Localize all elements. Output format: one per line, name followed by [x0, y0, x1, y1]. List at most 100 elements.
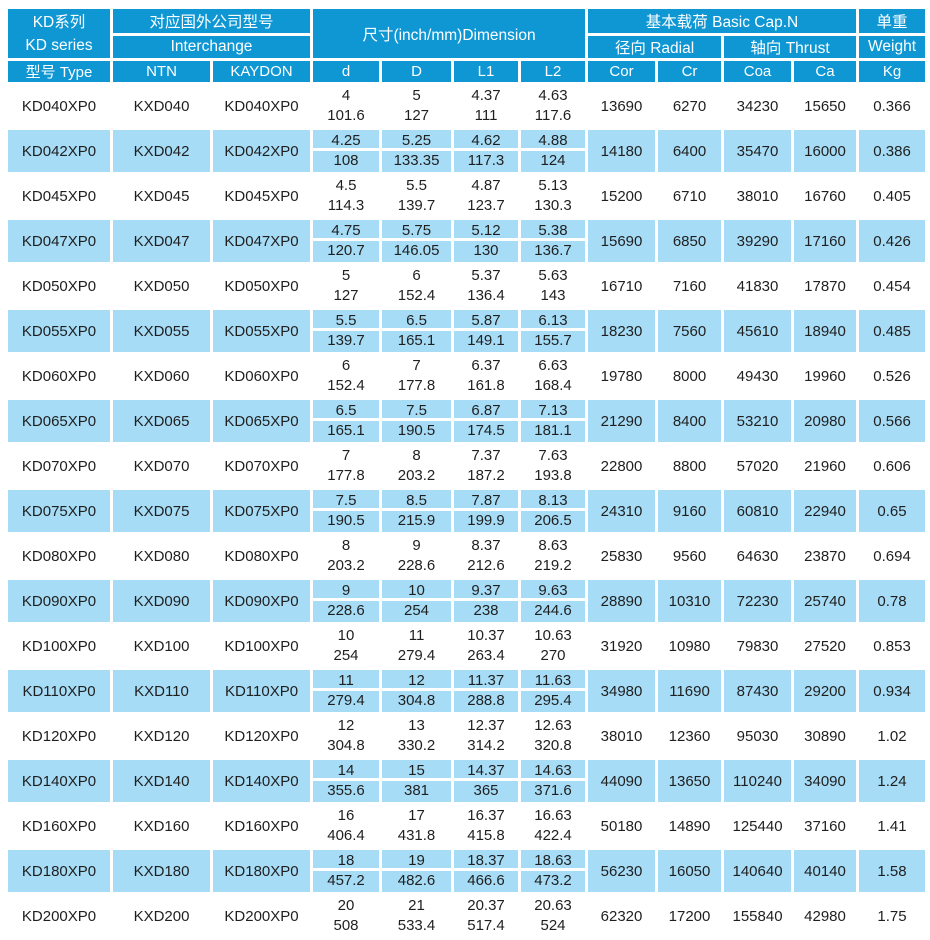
cell-ntn: KXD110: [110, 667, 213, 715]
col-header-type: 型号 Type: [5, 58, 113, 85]
dimension-pair: 7.5 190.5: [314, 492, 378, 531]
dim-inch-value: 5: [412, 87, 421, 104]
cell-dim-L2: 9.63 244.6: [518, 577, 589, 625]
dim-mm-value: 314.2: [467, 737, 505, 754]
cell-dim-D: 7 177.8: [379, 352, 455, 400]
cell-dim-L2: 14.63 371.6: [518, 757, 589, 805]
cell-ca: 17870: [791, 262, 860, 310]
cell-ca: 29200: [791, 667, 860, 715]
cell-model: KD080XP0: [5, 532, 113, 580]
cell-dim-d: 7.5 190.5: [310, 487, 383, 535]
dim-inch-value: 8.5: [383, 492, 450, 511]
cell-ca: 21960: [791, 442, 860, 490]
dim-mm-value: 165.1: [397, 332, 436, 349]
cell-cor: 56230: [585, 847, 659, 895]
dimension-pair: 6.5 165.1: [383, 312, 450, 351]
dimension-pair: 17 431.8: [384, 807, 450, 846]
table-row: KD060XP0 KXD060 KD060XP0 6 152.4 7 177.8 6.37 16…: [5, 352, 929, 400]
table-row: KD090XP0 KXD090 KD090XP0 9 228.6 10 254 9.37 238…: [5, 577, 929, 625]
dim-mm-value: 114.3: [327, 197, 365, 214]
dimension-pair: 5.87 149.1: [455, 312, 517, 351]
cell-dim-L1: 6.87 174.5: [451, 397, 522, 445]
dim-inch-value: 4.88: [522, 132, 584, 151]
dimension-pair: 12.37 314.2: [456, 717, 517, 756]
dim-inch-value: 5.75: [383, 222, 450, 241]
cell-cr: 6400: [655, 127, 725, 175]
dim-mm-value: 146.05: [393, 242, 440, 259]
dim-inch-value: 7.5: [383, 402, 450, 421]
dim-mm-value: 288.8: [467, 692, 505, 709]
dim-inch-value: 8.13: [522, 492, 584, 511]
cell-dim-D: 5.25 133.35: [379, 127, 455, 175]
cell-dim-L1: 7.37 187.2: [451, 442, 522, 490]
dim-mm-value: 117.3: [467, 152, 505, 169]
dimension-pair: 5.37 136.4: [456, 267, 517, 306]
cell-cor: 31920: [585, 622, 659, 670]
cell-coa: 49430: [721, 352, 795, 400]
cell-cr: 7160: [655, 262, 725, 310]
cell-ca: 22940: [791, 487, 860, 535]
dim-mm-value: 190.5: [327, 512, 365, 529]
cell-cr: 10980: [655, 622, 725, 670]
cell-dim-D: 10 254: [379, 577, 455, 625]
header-dimension-title: 尺寸(inch/mm)Dimension: [310, 6, 589, 61]
cell-dim-L2: 5.63 143: [518, 262, 589, 310]
dimension-pair: 4 101.6: [315, 87, 378, 126]
cell-dim-d: 20 508: [310, 892, 383, 940]
cell-dim-L2: 12.63 320.8: [518, 712, 589, 760]
dimension-pair: 8.13 206.5: [522, 492, 584, 531]
cell-coa: 95030: [721, 712, 795, 760]
cell-kaydon: KD075XP0: [209, 487, 314, 535]
cell-kg: 1.24: [856, 757, 929, 805]
cell-kg: 0.65: [856, 487, 929, 535]
dim-mm-value: 381: [404, 782, 430, 799]
dimension-pair: 12 304.8: [315, 717, 378, 756]
table-row: KD047XP0 KXD047 KD047XP0 4.75 120.7 5.75 146.0…: [5, 217, 929, 265]
cell-model: KD090XP0: [5, 577, 113, 625]
cell-ntn: KXD070: [110, 442, 213, 490]
cell-dim-d: 18 457.2: [310, 847, 383, 895]
cell-coa: 79830: [721, 622, 795, 670]
dimension-pair: 8 203.2: [315, 537, 378, 576]
cell-dim-d: 4.25 108: [310, 127, 383, 175]
dim-inch-value: 17: [408, 807, 425, 824]
dim-mm-value: 177.8: [327, 467, 365, 484]
header-row-1: KD系列 KD series 对应国外公司型号 尺寸(inch/mm)Dimen…: [5, 6, 929, 61]
dimension-pair: 15 381: [383, 762, 450, 801]
cell-ntn: KXD180: [110, 847, 213, 895]
cell-coa: 41830: [721, 262, 795, 310]
dim-mm-value: 108: [333, 152, 359, 169]
cell-kaydon: KD050XP0: [209, 262, 314, 310]
cell-dim-L2: 20.63 524: [518, 892, 589, 940]
dim-inch-value: 9: [412, 537, 421, 554]
cell-cr: 8400: [655, 397, 725, 445]
table-body: KD040XP0 KXD040 KD040XP0 4 101.6 5 127 4.37 111 4…: [5, 82, 929, 940]
cell-dim-L2: 4.63 117.6: [518, 82, 589, 130]
dim-mm-value: 193.8: [534, 467, 572, 484]
cell-kg: 0.606: [856, 442, 929, 490]
bearing-spec-table: KD系列 KD series 对应国外公司型号 尺寸(inch/mm)Dimen…: [5, 6, 929, 940]
table-row: KD045XP0 KXD045 KD045XP0 4.5 114.3 5.5 139.7 4.…: [5, 172, 929, 220]
dimension-pair: 7 177.8: [315, 447, 378, 486]
dim-inch-value: 10: [337, 627, 355, 644]
dim-inch-value: 4.5: [335, 177, 357, 194]
cell-ca: 42980: [791, 892, 860, 940]
dimension-pair: 14.63 371.6: [522, 762, 584, 801]
cell-dim-L1: 5.37 136.4: [451, 262, 522, 310]
dimension-pair: 18.37 466.6: [455, 852, 517, 891]
dim-inch-value: 16.63: [534, 807, 572, 824]
col-header-d: d: [310, 58, 383, 85]
cell-cr: 8000: [655, 352, 725, 400]
dimension-pair: 7.87 199.9: [455, 492, 517, 531]
dim-mm-value: 279.4: [327, 692, 365, 709]
cell-ca: 23870: [791, 532, 860, 580]
cell-cor: 21290: [585, 397, 659, 445]
cell-ntn: KXD140: [110, 757, 213, 805]
cell-dim-d: 4.5 114.3: [310, 172, 383, 220]
cell-dim-L1: 7.87 199.9: [451, 487, 522, 535]
dimension-pair: 7.37 187.2: [456, 447, 517, 486]
cell-model: KD055XP0: [5, 307, 113, 355]
dimension-pair: 4.25 108: [314, 132, 378, 171]
table-row: KD120XP0 KXD120 KD120XP0 12 304.8 13 330.2 12.3…: [5, 712, 929, 760]
table-row: KD070XP0 KXD070 KD070XP0 7 177.8 8 203.2 7.37 18…: [5, 442, 929, 490]
